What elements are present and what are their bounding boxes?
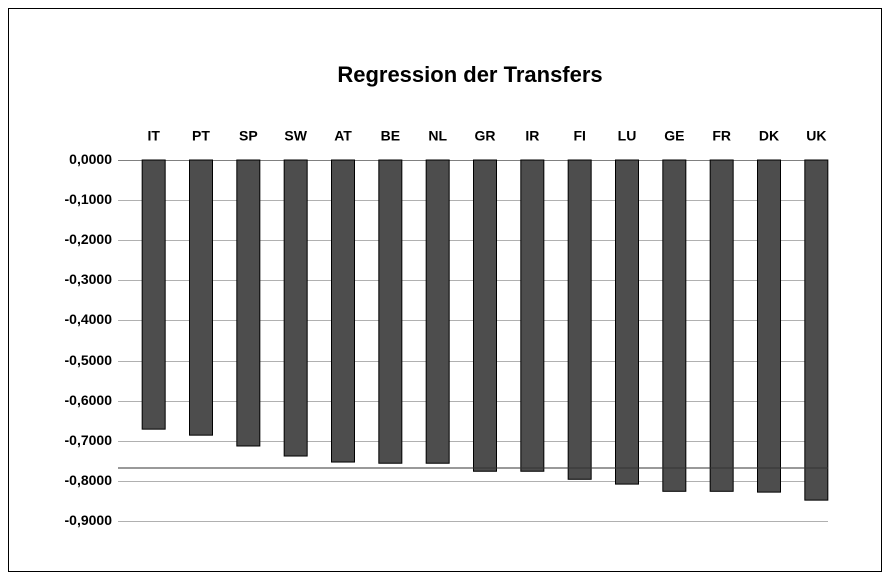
bar bbox=[757, 159, 781, 493]
x-tick-label: PT bbox=[192, 128, 210, 144]
x-tick-label: IR bbox=[525, 128, 539, 144]
chart-title: Regression der Transfers bbox=[337, 62, 602, 87]
x-tick-label: NL bbox=[428, 128, 447, 144]
y-tick-label: 0,0000 bbox=[69, 151, 112, 167]
bar bbox=[141, 159, 166, 430]
x-tick-label: DK bbox=[759, 128, 779, 144]
x-tick-label: LU bbox=[618, 128, 637, 144]
bar bbox=[425, 159, 450, 464]
y-tick-label: -0,4000 bbox=[65, 311, 113, 327]
y-tick-label: -0,2000 bbox=[65, 231, 113, 247]
bar bbox=[473, 159, 497, 472]
bar bbox=[189, 159, 213, 436]
x-tick-label: GE bbox=[664, 128, 684, 144]
x-tick-label: FR bbox=[712, 128, 731, 144]
x-tick-label: SP bbox=[239, 128, 258, 144]
y-tick-label: -0,5000 bbox=[65, 352, 113, 368]
bar bbox=[567, 159, 592, 480]
x-tick-label: GR bbox=[475, 128, 496, 144]
bar bbox=[378, 159, 403, 464]
x-tick-label: FI bbox=[573, 128, 585, 144]
x-tick-label: UK bbox=[806, 128, 826, 144]
x-tick-label: IT bbox=[147, 128, 160, 144]
bar bbox=[520, 159, 545, 472]
bar bbox=[331, 159, 355, 463]
y-tick-label: -0,9000 bbox=[65, 512, 113, 528]
x-tick-label: AT bbox=[334, 128, 352, 144]
x-tick-label: BE bbox=[381, 128, 400, 144]
y-tick-label: -0,3000 bbox=[65, 271, 113, 287]
y-tick-label: -0,6000 bbox=[65, 392, 113, 408]
bar bbox=[662, 159, 687, 492]
bar bbox=[283, 159, 308, 457]
bar bbox=[236, 159, 261, 447]
y-tick-label: -0,7000 bbox=[65, 432, 113, 448]
y-tick-label: -0,8000 bbox=[65, 472, 113, 488]
bar bbox=[804, 159, 829, 501]
y-tick-label: -0,1000 bbox=[65, 191, 113, 207]
bar bbox=[615, 159, 639, 485]
x-tick-label: SW bbox=[284, 128, 307, 144]
bar bbox=[709, 159, 734, 492]
